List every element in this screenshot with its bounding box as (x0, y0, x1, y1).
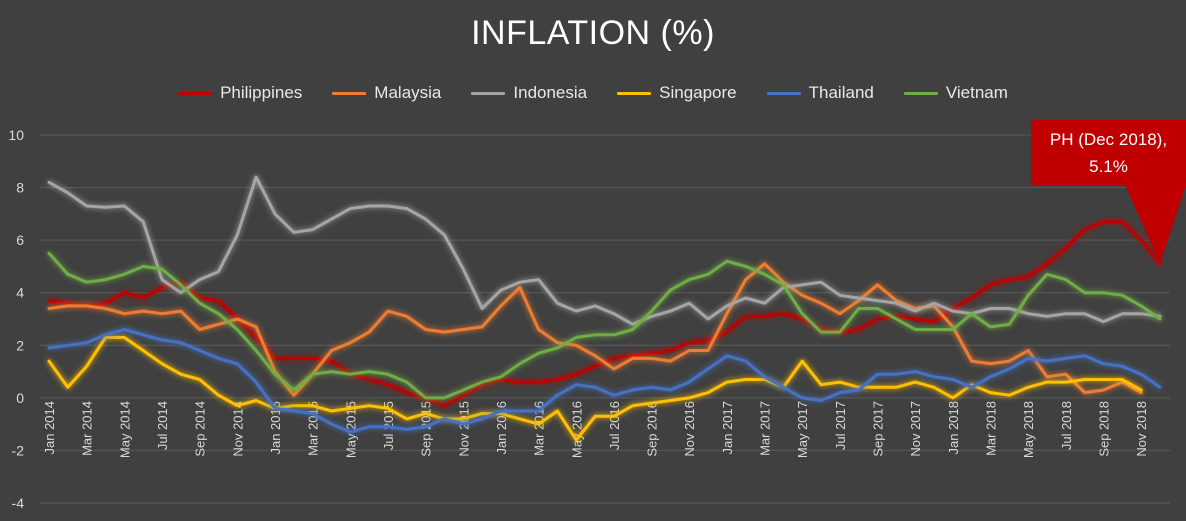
legend-item-malaysia: Malaysia (332, 83, 441, 103)
x-tick-label: Mar 2016 (532, 401, 547, 456)
x-tick-label: May 2016 (569, 401, 584, 458)
legend-swatch (178, 91, 213, 95)
legend-swatch (617, 91, 652, 95)
x-tick-label: Nov 2014 (230, 401, 245, 457)
x-tick-label: Mar 2018 (984, 401, 999, 456)
chart-title: INFLATION (%) (471, 14, 715, 52)
y-tick-label: -2 (12, 442, 25, 458)
series-line-malaysia (47, 262, 1143, 397)
x-tick-label: May 2015 (343, 401, 358, 458)
x-tick-label: Jul 2017 (833, 401, 848, 450)
x-tick-label: Nov 2015 (456, 401, 471, 457)
legend-swatch (471, 91, 506, 95)
x-tick-label: Jan 2018 (946, 401, 961, 455)
y-tick-label: 4 (16, 285, 24, 301)
x-tick-label: Jul 2014 (155, 401, 170, 450)
x-tick-label: Jan 2017 (720, 401, 735, 455)
legend-swatch (332, 91, 367, 95)
x-tick-label: May 2017 (795, 401, 810, 458)
x-tick-label: Sep 2017 (871, 401, 886, 457)
legend-label: Vietnam (945, 83, 1008, 102)
series-line-indonesia (47, 175, 1162, 326)
series-line-thailand (47, 328, 1162, 434)
annotation-callout: PH (Dec 2018), 5.1% (1031, 120, 1186, 185)
legend-label: Thailand (808, 83, 874, 102)
x-tick-label: Mar 2017 (758, 401, 773, 456)
x-tick-label: Jan 2014 (42, 401, 57, 455)
x-tick-label: Nov 2016 (682, 401, 697, 457)
y-tick-label: 6 (16, 232, 24, 248)
legend-swatch (766, 91, 801, 95)
x-tick-label: Jul 2016 (607, 401, 622, 450)
annotation-pointer (1125, 185, 1186, 264)
legend-label: Malaysia (374, 83, 442, 102)
x-tick-label: Sep 2014 (193, 401, 208, 457)
legend-item-philippines: Philippines (178, 83, 302, 103)
series-line-vietnam (47, 251, 1162, 400)
legend-item-vietnam: Vietnam (903, 83, 1008, 103)
legend-label: Philippines (220, 83, 303, 102)
legend-item-singapore: Singapore (617, 83, 737, 103)
y-tick-label: 2 (16, 337, 24, 353)
x-tick-label: Jan 2015 (268, 401, 283, 455)
annotation-label-line2: 5.1% (1089, 157, 1128, 176)
annotation-label-line1: PH (Dec 2018), (1049, 130, 1168, 149)
legend-item-thailand: Thailand (766, 83, 874, 103)
y-tick-label: 10 (8, 127, 24, 143)
chart-legend: Philippines Malaysia Indonesia Singapore Tha… (0, 83, 1186, 103)
x-tick-label: May 2014 (117, 401, 132, 458)
x-tick-label: Jan 2016 (494, 401, 509, 455)
legend-label: Singapore (659, 83, 737, 102)
series-line-singapore (47, 335, 1143, 442)
x-tick-label: Nov 2017 (908, 401, 923, 457)
y-tick-label: -4 (12, 495, 25, 511)
legend-item-indonesia: Indonesia (471, 83, 587, 103)
legend-swatch (903, 91, 938, 95)
y-tick-label: 8 (16, 180, 24, 196)
x-tick-label: May 2018 (1021, 401, 1036, 458)
legend-label: Indonesia (513, 83, 588, 102)
x-tick-label: Sep 2016 (645, 401, 660, 457)
x-tick-label: Sep 2018 (1097, 401, 1112, 457)
x-tick-label: Mar 2014 (80, 401, 95, 456)
x-tick-label: Nov 2018 (1134, 401, 1149, 457)
x-tick-label: Mar 2015 (306, 401, 321, 456)
x-tick-label: Jul 2018 (1059, 401, 1074, 450)
y-tick-label: 0 (16, 390, 24, 406)
